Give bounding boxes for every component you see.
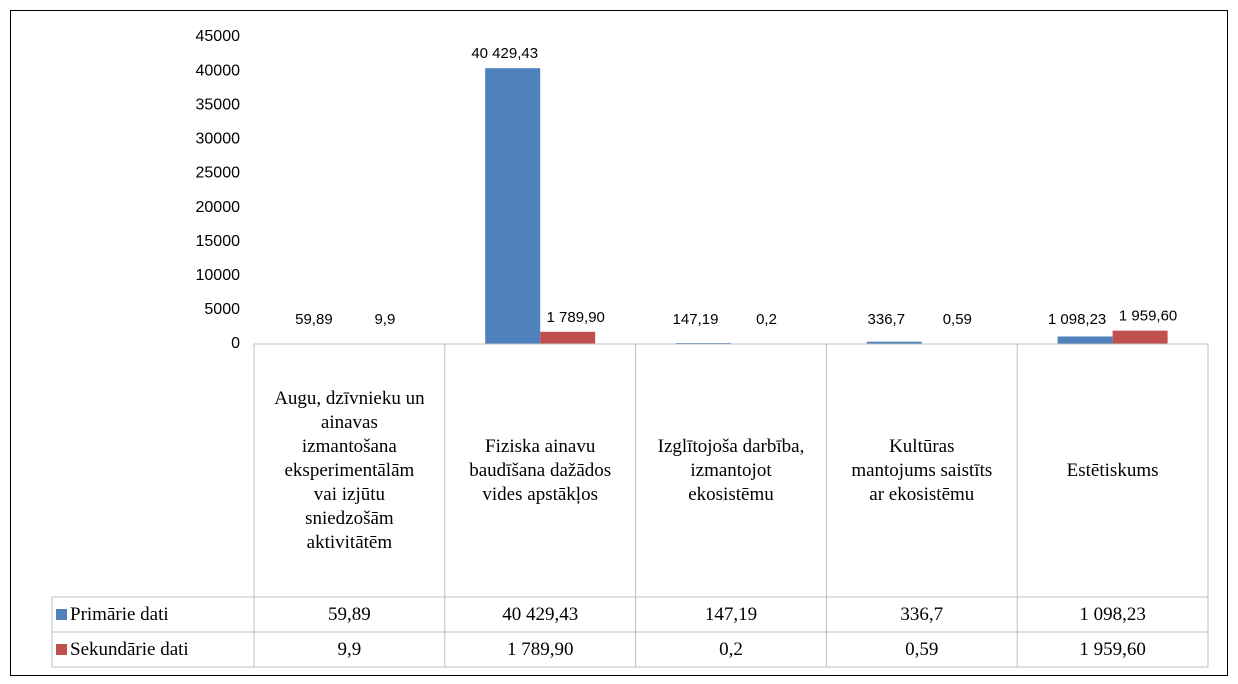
data-label: 147,19 (673, 311, 719, 328)
bar (1112, 330, 1168, 344)
data-label: 59,89 (295, 311, 333, 328)
category-label: Izglītojoša darbība, izmantojot ekosistē… (657, 435, 805, 505)
table-value: 1 789,90 (506, 638, 574, 660)
y-tick-label: 15000 (196, 233, 241, 250)
data-label: 0,59 (943, 311, 972, 328)
category-label: Estētiskums (1066, 459, 1159, 481)
y-tick-label: 5000 (204, 301, 240, 318)
data-label: 1 959,60 (1119, 308, 1177, 325)
legend-label: Sekundārie dati (70, 638, 189, 660)
y-tick-label: 30000 (196, 131, 241, 148)
table-value: 147,19 (704, 603, 758, 625)
y-tick-label: 20000 (196, 199, 241, 216)
data-label: 1 789,90 (547, 309, 605, 326)
data-label: 1 098,23 (1048, 311, 1106, 328)
category-label: Kultūras mantojums saistīts ar ekosistēm… (851, 435, 993, 505)
data-label: 40 429,43 (471, 45, 538, 62)
frame (10, 10, 1228, 676)
bar (676, 342, 731, 344)
data-label: 336,7 (868, 311, 906, 328)
table-value: 1 959,60 (1079, 638, 1146, 660)
data-label: 0,2 (756, 311, 777, 328)
y-tick-label: 0 (231, 335, 240, 352)
bar (485, 68, 541, 344)
y-tick-label: 35000 (196, 96, 241, 113)
category-label: Fiziska ainavu baudīšana dažādos vides a… (469, 435, 612, 505)
table-value: 1 098,23 (1079, 603, 1146, 625)
table-value: 59,89 (328, 603, 371, 625)
y-tick-label: 40000 (196, 62, 241, 79)
bar (866, 341, 922, 344)
y-tick-label: 10000 (196, 267, 241, 284)
category-label: Augu, dzīvnieku un ainavas izmantošana e… (274, 387, 425, 553)
legend-swatch (56, 644, 67, 655)
table-value: 0,59 (905, 638, 939, 660)
bar (540, 331, 596, 344)
data-label: 9,9 (374, 311, 395, 328)
y-tick-label: 25000 (196, 165, 241, 182)
table-value: 336,7 (900, 603, 944, 625)
legend-label: Primārie dati (70, 603, 169, 625)
bar (1057, 336, 1113, 344)
legend-entry: Primārie dati (52, 597, 254, 632)
legend-entry: Sekundārie dati (52, 632, 254, 667)
table-value: 0,2 (719, 638, 743, 660)
legend-swatch (56, 609, 67, 620)
y-tick-label: 45000 (196, 28, 241, 45)
table-value: 9,9 (337, 638, 362, 660)
table-value: 40 429,43 (502, 603, 579, 625)
